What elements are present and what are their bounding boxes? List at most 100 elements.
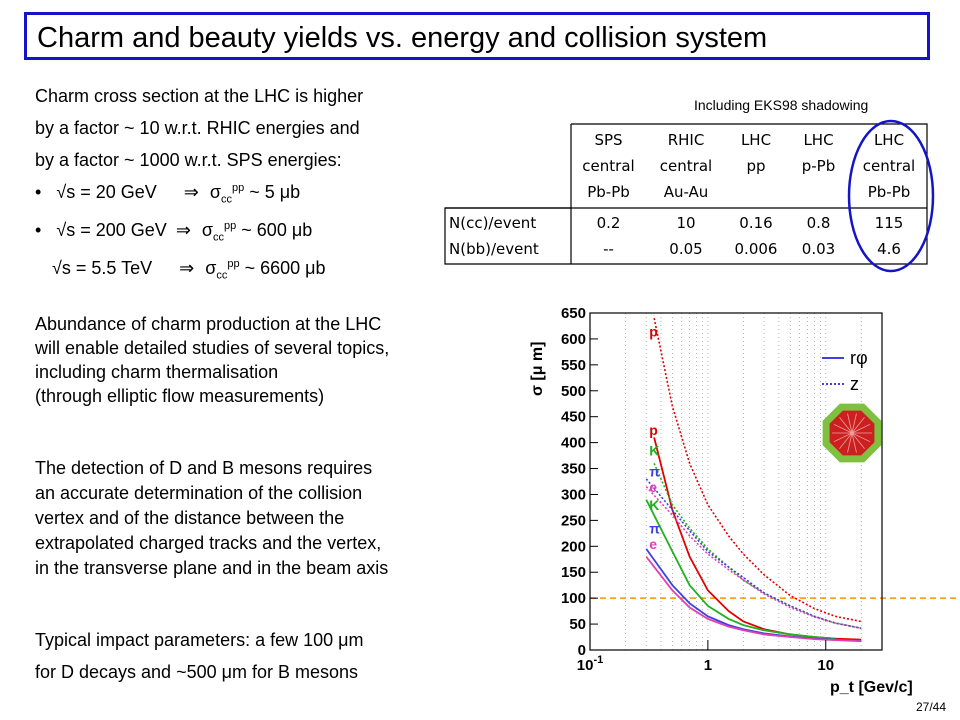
highlight-ellipse (847, 119, 935, 273)
alice-track (851, 417, 865, 434)
bullet: • (35, 182, 42, 202)
series-line (645, 478, 862, 630)
table-cell: 10 (676, 214, 696, 232)
header-lhc-pp: LHC pp (740, 131, 772, 175)
particle-label: K (649, 497, 659, 513)
y-tick-label: 100 (561, 590, 586, 607)
series-line (645, 556, 862, 643)
y-tick-label: 550 (561, 357, 586, 374)
cross-section-value: ~ 600 μb (236, 220, 313, 240)
alice-track (851, 432, 857, 453)
header-lhc-ppb: LHC p-Pb (801, 131, 836, 175)
particle-label: K (649, 443, 659, 459)
table-cell: 0.05 (669, 240, 703, 258)
y-tick-label: 450 (561, 409, 586, 426)
slide-title: Charm and beauty yields vs. energy and c… (37, 22, 768, 54)
energy-line-sps: • √s = 20 GeV ⇒ σccpp ~ 5 μb (35, 182, 300, 206)
header-sps: SPS central Pb-Pb (582, 131, 635, 201)
sigma-subscript: cc (216, 269, 228, 282)
y-tick-label: 200 (561, 538, 586, 555)
para3-line-2: an accurate determination of the collisi… (35, 483, 363, 503)
cross-section-value: ~ 5 μb (244, 182, 301, 202)
x-tick-label: 10 (817, 657, 834, 674)
para3-line-1: The detection of D and B mesons requires (35, 458, 373, 478)
table-cell: 4.6 (877, 240, 901, 258)
table-row: N(bb)/event -- 0.05 0.006 0.03 4.6 (445, 236, 927, 262)
table-cell: 0.8 (806, 214, 831, 232)
alice-track (847, 432, 853, 453)
implies-arrow: ⇒ (175, 220, 191, 240)
para4-line-1: Typical impact parameters: a few 100 μm (35, 630, 364, 650)
table-cell: 0.006 (734, 240, 778, 258)
legend-label: z (850, 374, 859, 394)
alice-track (847, 413, 853, 434)
series-line (645, 499, 836, 640)
row-label: N(bb)/event (449, 240, 539, 258)
y-axis-label: σ [μ m] (529, 342, 546, 397)
para4-line-2: for D decays and ~500 μm for B mesons (35, 662, 359, 682)
table-cell: 0.2 (596, 214, 621, 232)
table-header: SPS central Pb-Pb RHIC central Au-Au LHC pp L… (571, 127, 927, 205)
sqrt-symbol: √ (56, 220, 67, 240)
x-tick-label: 1 (704, 657, 712, 674)
table-cell: 115 (874, 214, 904, 232)
series-line (653, 318, 862, 623)
sigma-symbol: σ (209, 182, 222, 202)
alice-track (851, 413, 857, 434)
para2-line-1: Abundance of charm production at the LHC (35, 314, 382, 334)
alice-track (839, 432, 853, 449)
header-lhc-pbpb: LHC central Pb-Pb (862, 131, 916, 201)
particle-label: p (649, 422, 658, 438)
table-cell: -- (603, 240, 614, 258)
alice-track (851, 432, 865, 449)
legend-label: rφ (850, 348, 868, 368)
y-tick-label: 500 (561, 383, 586, 400)
para2-line-3: including charm thermalisation (35, 362, 279, 382)
implies-arrow: ⇒ (183, 182, 199, 202)
x-tick-label: 10-1 (577, 654, 603, 674)
particle-label: p (649, 323, 658, 339)
plot-frame (589, 312, 883, 651)
para3-line-4: extrapolated charged tracks and the vert… (35, 533, 382, 553)
intro-line-3: by a factor ~ 1000 w.r.t. SPS energies: (35, 150, 342, 170)
table-cell: 0.03 (801, 240, 836, 258)
series-line (653, 437, 862, 641)
y-tick-label: 250 (561, 512, 586, 529)
alice-track (851, 432, 871, 443)
slide-number: 27/44 (915, 700, 946, 714)
particle-label: π (649, 463, 660, 479)
energy-label: s = 200 GeV (66, 220, 167, 240)
sigma-superscript: pp (224, 220, 237, 232)
intro-line-1: Charm cross section at the LHC is higher (35, 86, 364, 106)
series-line (653, 463, 862, 630)
alice-track (833, 423, 853, 434)
series-line (645, 486, 862, 630)
para3-line-3: vertex and of the distance between the (35, 508, 345, 528)
y-tick-label: 0 (578, 642, 586, 659)
table-row: N(cc)/event 0.2 10 0.16 0.8 115 (445, 210, 927, 236)
sigma-superscript: pp (232, 182, 245, 194)
intro-line-2: by a factor ~ 10 w.r.t. RHIC energies an… (35, 118, 360, 138)
alice-track (851, 423, 871, 434)
sigma-symbol: σ (205, 258, 217, 278)
y-tick-label: 600 (561, 331, 586, 348)
sigma-subscript: cc (213, 231, 225, 244)
sigma-superscript: pp (227, 258, 240, 270)
y-tick-label: 300 (561, 486, 586, 503)
energy-line-lhc: √s = 5.5 TeV ⇒ σccpp ~ 6600 μb (52, 258, 326, 282)
energy-label: s = 20 GeV (66, 182, 157, 202)
title-box: Charm and beauty yields vs. energy and c… (24, 12, 930, 60)
table-body: N(cc)/event 0.2 10 0.16 0.8 115 N(bb)/ev… (445, 210, 927, 262)
para3-line-5: in the transverse plane and in the beam … (35, 558, 389, 578)
particle-label: π (649, 520, 660, 536)
sigma-subscript: cc (221, 193, 233, 206)
para2-line-4: (through elliptic flow measurements) (35, 386, 325, 406)
impact-parameter-chart: 0 50 100 150 200 250 300 350 400 450 500 550 600 650 1… (529, 305, 960, 696)
y-tick-label: 150 (561, 564, 586, 581)
alice-track (839, 417, 853, 434)
sigma-symbol: σ (201, 220, 214, 240)
cross-section-value: ~ 6600 μb (239, 258, 326, 278)
y-tick-label: 50 (569, 616, 586, 633)
para2-line-2: will enable detailed studies of several … (35, 338, 390, 358)
energy-line-rhic: • √s = 200 GeV ⇒ σccpp ~ 600 μb (35, 220, 312, 244)
